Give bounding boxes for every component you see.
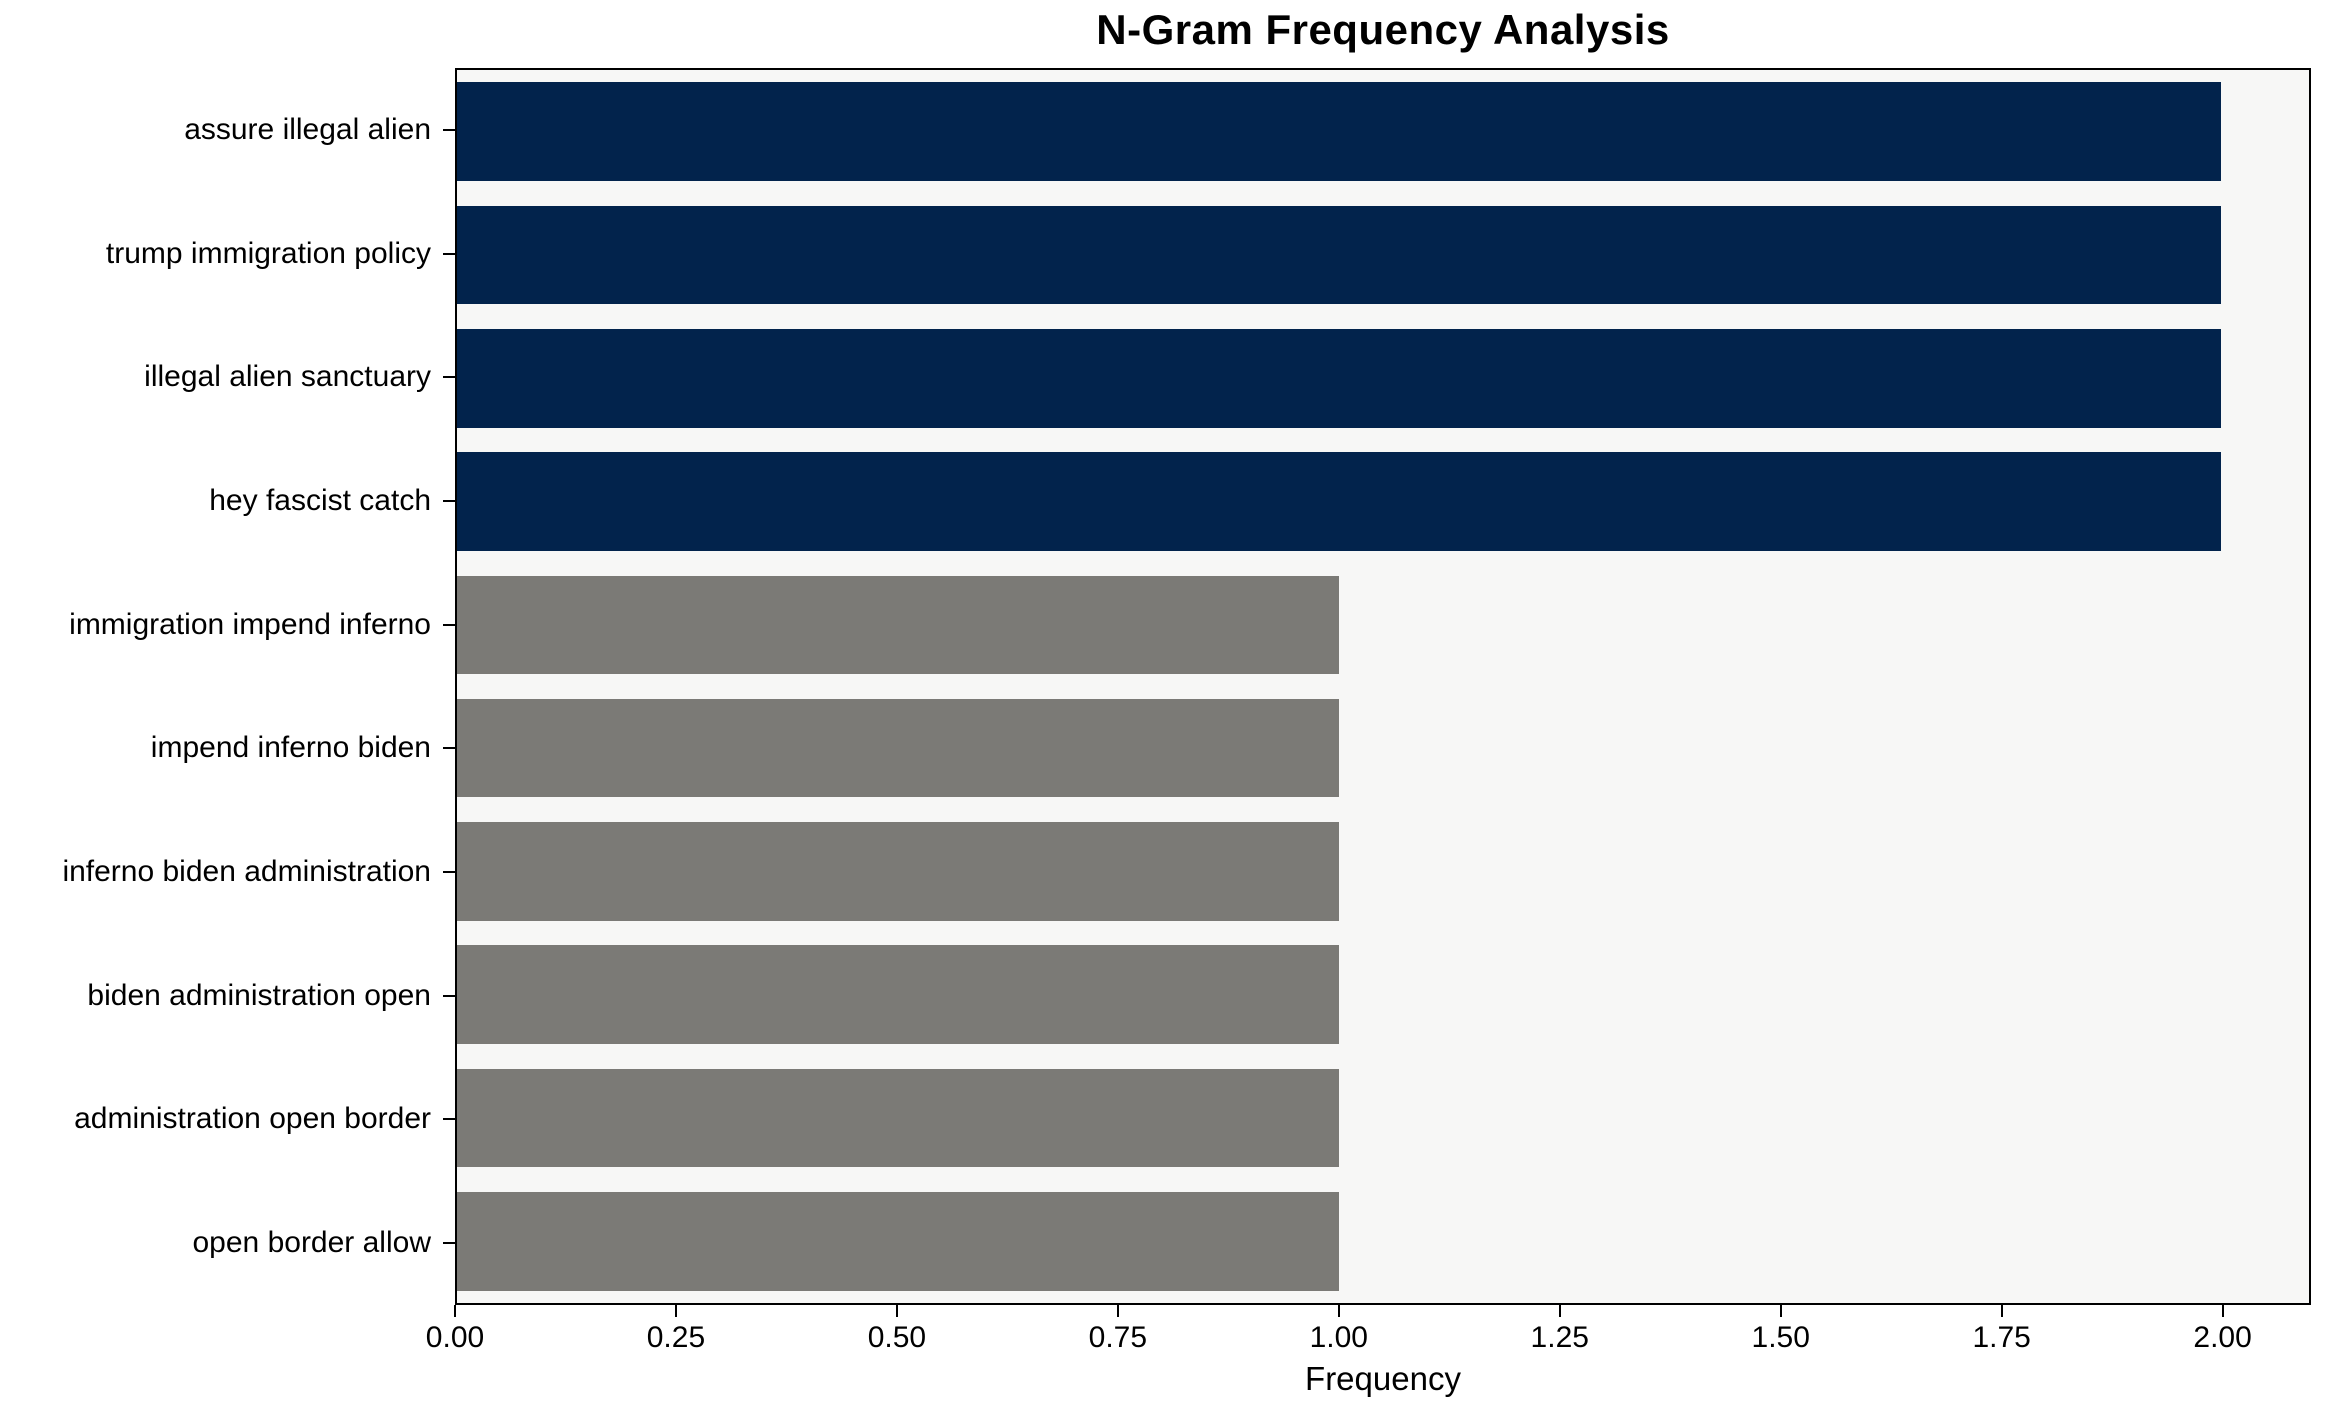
x-tick-mark [1116, 1305, 1119, 1317]
y-axis: assure illegal alien trump immigration po… [0, 68, 455, 1305]
chart-title: N-Gram Frequency Analysis [1096, 6, 1670, 53]
bar [457, 1068, 1339, 1168]
y-tick-label: administration open border [74, 1102, 431, 1136]
y-tick-label: assure illegal alien [184, 112, 431, 146]
y-tick-label: biden administration open [87, 978, 431, 1012]
bar [457, 698, 1339, 798]
bar [457, 1192, 1339, 1291]
y-tick-label: immigration impend inferno [69, 607, 431, 641]
bar [457, 82, 2221, 181]
bar [457, 328, 2221, 428]
bar [457, 575, 1339, 675]
x-tick-mark [1779, 1305, 1782, 1317]
plot-area [455, 68, 2311, 1305]
x-tick-label: 0.25 [646, 1321, 706, 1354]
bar [457, 452, 2221, 551]
bar [457, 205, 2221, 305]
y-tick-mark [443, 994, 455, 997]
y-tick-label: inferno biden administration [62, 855, 431, 889]
y-tick-label: illegal alien sanctuary [144, 360, 431, 394]
bar [457, 945, 1339, 1045]
x-axis-label: Frequency [1305, 1360, 1461, 1397]
y-tick-label: open border allow [192, 1226, 432, 1260]
x-tick-mark [454, 1305, 456, 1317]
x-tick-mark [1558, 1305, 1561, 1317]
bar [457, 822, 1339, 921]
x-tick-mark [1337, 1305, 1340, 1317]
x-tick-label: 0.00 [425, 1321, 485, 1354]
x-tick-label: 2.00 [2193, 1321, 2252, 1354]
bars-layer [457, 70, 2309, 1303]
x-axis: 0.00 0.25 0.50 0.75 1.00 1.25 1.50 1.75 2.00 [426, 1305, 2311, 1365]
y-tick-mark [443, 128, 455, 131]
x-tick-label: 0.75 [1088, 1321, 1148, 1354]
y-tick-label: hey fascist catch [209, 483, 431, 517]
x-tick-label: 1.75 [1972, 1321, 2031, 1354]
y-tick-mark [443, 1118, 455, 1121]
y-tick-label: trump immigration policy [105, 236, 431, 270]
x-tick-mark [895, 1305, 898, 1317]
x-tick-mark [674, 1305, 677, 1317]
y-tick-mark [443, 499, 455, 502]
x-tick-mark [2221, 1305, 2224, 1317]
y-tick-mark [443, 747, 455, 750]
y-tick-mark [443, 252, 455, 255]
x-tick-mark [2000, 1305, 2003, 1317]
x-tick-label: 1.25 [1530, 1321, 1589, 1354]
x-tick-label: 1.00 [1309, 1321, 1368, 1354]
y-tick-mark [443, 376, 455, 379]
x-tick-label: 0.50 [867, 1321, 927, 1354]
y-tick-mark [443, 1242, 455, 1245]
y-tick-mark [443, 623, 455, 626]
x-tick-label: 1.50 [1751, 1321, 1810, 1354]
y-tick-label: impend inferno biden [150, 731, 431, 765]
y-tick-mark [443, 871, 455, 874]
